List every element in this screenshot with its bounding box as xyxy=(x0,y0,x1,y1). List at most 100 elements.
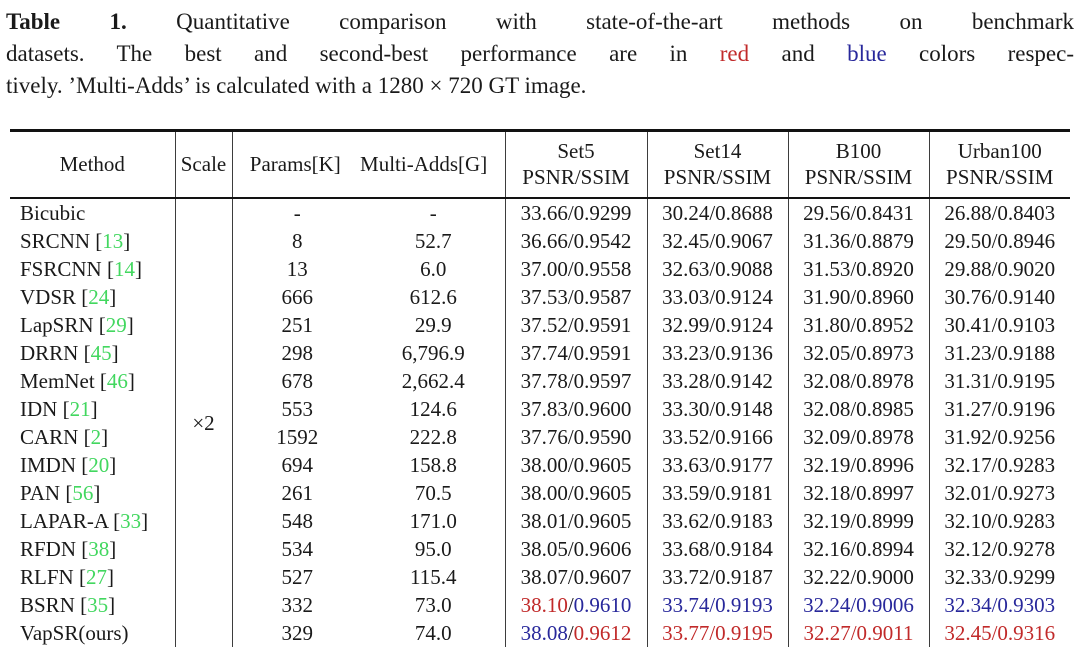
params-cell: 534 xyxy=(231,535,362,563)
ssim-value: 0.9187 xyxy=(715,565,773,589)
red-word: red xyxy=(719,41,750,66)
col-header-method: Method xyxy=(59,151,125,176)
psnr-value: 38.00 xyxy=(520,481,568,505)
result-cell-set5: 38.01/0.9605 xyxy=(504,507,647,535)
multi-adds-cell: 115.4 xyxy=(410,565,457,589)
citation-number: 24 xyxy=(88,285,110,309)
psnr-value: 31.31 xyxy=(944,369,992,393)
result-cell-set14: 33.63/0.9177 xyxy=(646,451,788,479)
method-cell: IMDN [20] xyxy=(10,451,175,479)
multi-adds-cell: 124.6 xyxy=(409,397,457,421)
psnr-ssim-separator: / xyxy=(709,481,716,505)
params-cell: 553 xyxy=(231,395,362,423)
psnr-ssim-separator: / xyxy=(991,313,998,337)
multi-adds-cell: 2,662.4 xyxy=(401,369,465,393)
psnr-value: 37.52 xyxy=(520,313,568,337)
ssim-value: 0.9605 xyxy=(573,509,632,533)
method-cell: LAPAR-A [33] xyxy=(10,507,175,535)
method-name: LAPAR-A xyxy=(20,509,108,533)
psnr-ssim-separator: / xyxy=(709,397,716,421)
psnr-ssim-separator: / xyxy=(991,621,998,645)
result-cell-set5: 38.07/0.9607 xyxy=(504,563,647,591)
citation-bracket: [ xyxy=(76,285,89,309)
benchmark-metric: PSNR/SSIM xyxy=(804,165,913,189)
psnr-ssim-separator: / xyxy=(709,565,716,589)
result-cell-set14: 33.72/0.9187 xyxy=(646,563,788,591)
psnr-value: 31.27 xyxy=(944,397,992,421)
col-header-multi-adds: Multi-Adds[G] xyxy=(360,151,488,176)
citation-bracket: [ xyxy=(57,397,70,421)
method-name: PAN xyxy=(20,481,61,505)
method-cell: MemNet [46] xyxy=(10,367,175,395)
multi-adds-cell: 158.8 xyxy=(409,453,457,477)
citation-number: 14 xyxy=(113,257,135,281)
citation-bracket: [ xyxy=(78,425,91,449)
ssim-value: 0.9606 xyxy=(573,537,632,561)
ssim-value: 0.9610 xyxy=(573,593,632,617)
psnr-value: 38.05 xyxy=(520,537,568,561)
method-name: FSRCNN xyxy=(20,257,102,281)
multi-adds-cell: 29.9 xyxy=(414,313,452,337)
result-cell-set14: 33.74/0.9193 xyxy=(646,591,788,619)
psnr-ssim-separator: / xyxy=(709,257,716,281)
psnr-value: 32.05 xyxy=(803,341,851,365)
psnr-ssim-separator: / xyxy=(850,285,857,309)
psnr-ssim-separator: / xyxy=(709,313,716,337)
method-cell: IDN [21] xyxy=(10,395,175,423)
psnr-value: 36.66 xyxy=(520,229,568,253)
psnr-value: 37.78 xyxy=(520,369,568,393)
params-cell: 8 xyxy=(231,227,362,255)
ssim-value: 0.9088 xyxy=(715,257,773,281)
ssim-value: 0.8978 xyxy=(856,425,914,449)
result-cell-set14: 33.77/0.9195 xyxy=(646,619,788,647)
citation-number: 21 xyxy=(69,397,91,421)
table-row: PAN [56] 261 70.5 38.00/0.9605 33.59/0.9181 3… xyxy=(10,479,1070,507)
psnr-value: 32.34 xyxy=(944,593,992,617)
ssim-value: 0.9590 xyxy=(573,425,632,449)
col-header-scale: Scale xyxy=(174,130,232,198)
citation-number: 56 xyxy=(72,481,94,505)
result-cell-urban100: 31.31/0.9195 xyxy=(928,367,1070,395)
psnr-ssim-separator: / xyxy=(709,285,716,309)
ssim-value: 0.9591 xyxy=(573,341,632,365)
psnr-ssim-separator: / xyxy=(850,621,857,645)
citation-bracket: ] xyxy=(108,593,116,617)
ssim-value: 0.9184 xyxy=(715,537,773,561)
ssim-value: 0.9605 xyxy=(573,453,632,477)
ssim-value: 0.8946 xyxy=(997,229,1056,253)
method-cell: SRCNN [13] xyxy=(10,227,175,255)
ssim-value: 0.9597 xyxy=(573,369,632,393)
result-cell-urban100: 32.45/0.9316 xyxy=(928,619,1070,647)
ssim-value: 0.9195 xyxy=(715,621,773,645)
result-cell-set5: 38.05/0.9606 xyxy=(504,535,647,563)
col-header-b100: B100 PSNR/SSIM xyxy=(787,130,929,198)
result-cell-b100: 32.08/0.8978 xyxy=(787,367,929,395)
psnr-value: 32.45 xyxy=(944,621,992,645)
result-cell-set14: 33.62/0.9183 xyxy=(646,507,788,535)
citation-number: 2 xyxy=(90,425,102,449)
table-row: LAPAR-A [33] 548 171.0 38.01/0.9605 33.62/0.… xyxy=(10,507,1070,535)
citation-number: 13 xyxy=(102,229,124,253)
psnr-value: 37.00 xyxy=(520,257,568,281)
params-cell: 1592 xyxy=(231,423,362,451)
method-name: BSRN xyxy=(20,593,75,617)
citation-bracket: [ xyxy=(73,565,86,589)
results-table: Method Scale Params[K] Multi-Adds[G] Set… xyxy=(10,129,1070,647)
psnr-ssim-separator: / xyxy=(991,481,998,505)
psnr-ssim-separator: / xyxy=(991,229,998,253)
citation-bracket: ] xyxy=(111,341,119,365)
table-row: LapSRN [29] 251 29.9 37.52/0.9591 32.99/0.91… xyxy=(10,311,1070,339)
ssim-value: 0.8952 xyxy=(856,313,914,337)
psnr-ssim-separator: / xyxy=(991,397,998,421)
result-cell-set14: 33.28/0.9142 xyxy=(646,367,788,395)
result-cell-urban100: 31.92/0.9256 xyxy=(928,423,1070,451)
ssim-value: 0.9006 xyxy=(856,593,914,617)
psnr-value: 32.63 xyxy=(662,257,710,281)
ssim-value: 0.9278 xyxy=(997,537,1056,561)
psnr-value: 32.18 xyxy=(803,481,851,505)
citation-bracket: ] xyxy=(109,453,117,477)
psnr-ssim-separator: / xyxy=(991,537,998,561)
ssim-value: 0.9612 xyxy=(573,621,632,645)
psnr-value: 30.41 xyxy=(944,313,992,337)
multi-adds-cell: 612.6 xyxy=(409,285,457,309)
